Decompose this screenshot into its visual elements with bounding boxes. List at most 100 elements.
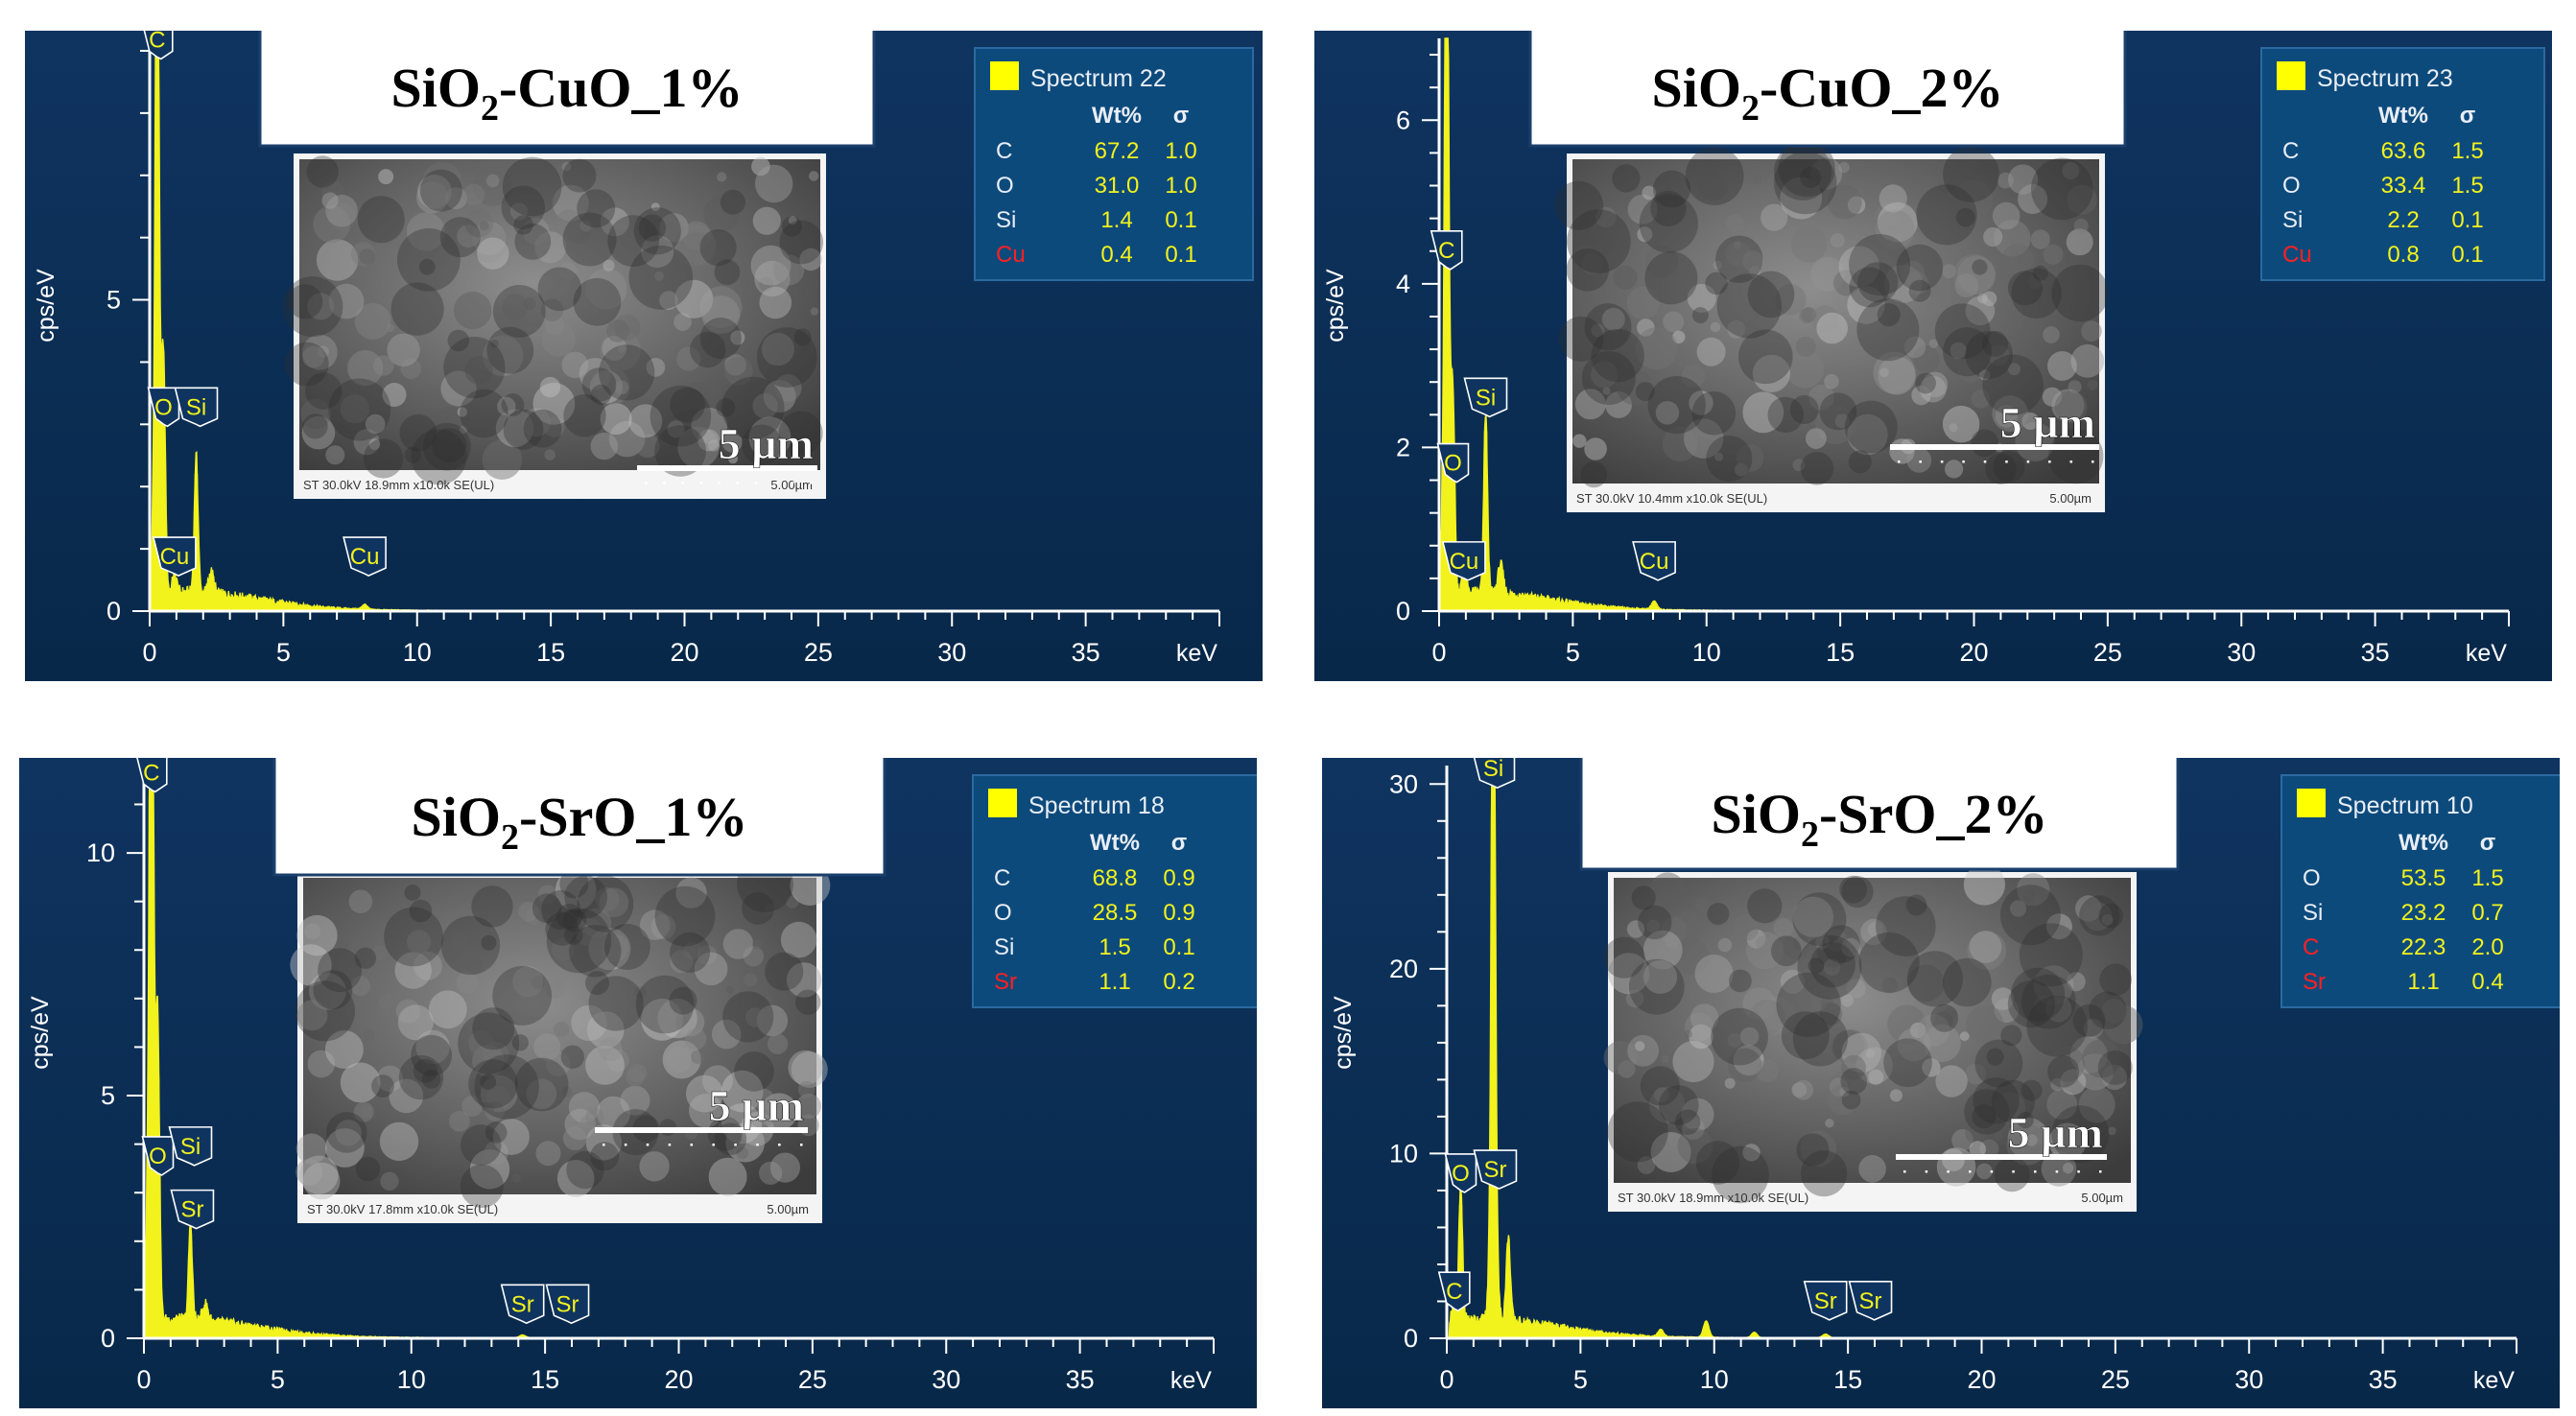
pore (2097, 1050, 2133, 1085)
particle (509, 202, 529, 221)
particle (2087, 379, 2098, 390)
y-tick-label: 0 (1396, 597, 1410, 625)
element-marker[interactable]: Si (174, 387, 219, 428)
pore (1567, 209, 1631, 273)
particle (1997, 172, 2014, 189)
particle (539, 376, 561, 398)
particle (1572, 245, 1598, 271)
eds-panel-sio2-sro-1: 0 5 10 15 20 25 30 35 keV 0 5 10 cps/eV C O Si Sr Sr Sr Spe… (19, 758, 1257, 1408)
particle (1717, 937, 1733, 953)
pore (313, 970, 353, 1010)
particle (1875, 203, 1899, 227)
element-marker[interactable]: Sr (1803, 1281, 1848, 1321)
element-marker[interactable]: C (1437, 1271, 1471, 1312)
y-tick-label: 5 (106, 286, 121, 315)
element-marker[interactable]: O (147, 387, 180, 428)
marker-label: O (154, 394, 173, 420)
particle (1881, 239, 1895, 252)
element-marker[interactable]: Si (1473, 758, 1516, 790)
pore (707, 1116, 743, 1151)
particle (1839, 1086, 1850, 1097)
eds-panel-sio2-cuo-2: 0 5 10 15 20 25 30 35 keV 0 2 4 6 cps/eV C O Si Cu Cu Spect… (1314, 31, 2552, 681)
particle (321, 192, 339, 209)
scale-dot (2069, 460, 2073, 463)
particle (626, 1068, 645, 1087)
element-marker[interactable]: Sr (545, 1284, 590, 1325)
element-marker[interactable]: Si (168, 1126, 213, 1167)
element-marker[interactable]: Sr (1848, 1281, 1893, 1321)
particle (1775, 284, 1807, 316)
particle (2070, 343, 2105, 378)
particle (634, 986, 647, 999)
particle (554, 1021, 570, 1038)
particle (1682, 1117, 1705, 1140)
legend-element: Cu (2282, 242, 2312, 268)
element-marker[interactable]: Si (1463, 377, 1508, 418)
x-tick-label: 15 (1826, 638, 1855, 667)
element-marker[interactable]: Sr (170, 1189, 215, 1230)
marker-flag (168, 1126, 213, 1167)
pore (590, 1142, 620, 1171)
legend-col-sigma: σ (1171, 830, 1187, 856)
x-tick-label: 5 (271, 1365, 285, 1394)
inset-micrograph (303, 878, 816, 1194)
pore (2011, 268, 2062, 319)
element-marker[interactable]: Cu (343, 536, 387, 577)
element-marker[interactable]: Cu (1441, 541, 1486, 581)
legend-swatch (2277, 61, 2305, 90)
particle (684, 1027, 707, 1050)
legend-wt-value: 23.2 (2401, 900, 2446, 926)
pore (742, 892, 774, 925)
pore (354, 947, 377, 969)
particle (2021, 413, 2040, 430)
particle (703, 195, 741, 233)
marker-label: Cu (160, 544, 190, 570)
element-marker[interactable]: C (1430, 230, 1463, 271)
pore (1674, 1109, 1701, 1135)
particle (309, 972, 346, 1010)
particle (674, 313, 692, 331)
x-tick-label: 30 (932, 1365, 960, 1394)
particle (676, 346, 701, 371)
pore (2047, 1055, 2080, 1088)
particle (1646, 919, 1661, 933)
element-marker[interactable]: Sr (1473, 1149, 1518, 1190)
element-marker[interactable]: Sr (500, 1284, 545, 1325)
sem-inset-image: ST 30.0kV 18.9mm x10.0k SE(UL) 5.00µm 5 µm (282, 153, 826, 499)
element-marker[interactable]: C (136, 758, 168, 793)
x-tick-label: 25 (2093, 638, 2122, 667)
particle (301, 415, 336, 450)
y-tick-label: 0 (106, 597, 121, 625)
particle (602, 336, 627, 361)
element-marker[interactable]: C (142, 31, 174, 60)
scale-dot (668, 1144, 672, 1146)
particle (725, 985, 735, 994)
pore (569, 925, 622, 978)
particle (2067, 184, 2097, 215)
particle (774, 374, 802, 402)
pore (793, 328, 812, 346)
particle (472, 165, 513, 206)
element-marker[interactable]: Cu (1632, 541, 1676, 581)
x-tick-label: 10 (397, 1365, 426, 1394)
element-marker[interactable]: O (1444, 1153, 1477, 1193)
pore (1691, 307, 1709, 324)
particle (667, 420, 685, 438)
element-marker[interactable]: Cu (152, 536, 197, 577)
particle (1817, 936, 1849, 968)
y-tick-label: 30 (1389, 769, 1418, 798)
pore (716, 398, 736, 417)
particle (752, 206, 781, 235)
scale-bar-label: 5 µm (2008, 1108, 2103, 1157)
pore (670, 387, 705, 423)
x-tick-label: 20 (670, 638, 698, 667)
marker-label: Sr (180, 1197, 203, 1223)
particle (1965, 1063, 1987, 1085)
element-marker[interactable]: O (1436, 442, 1470, 484)
inset-caption: ST 30.0kV 18.9mm x10.0k SE(UL) (1618, 1191, 1808, 1205)
pore (2079, 895, 2120, 936)
scale-dot (645, 482, 648, 484)
legend-element: C (996, 138, 1012, 164)
particle (579, 1116, 593, 1129)
